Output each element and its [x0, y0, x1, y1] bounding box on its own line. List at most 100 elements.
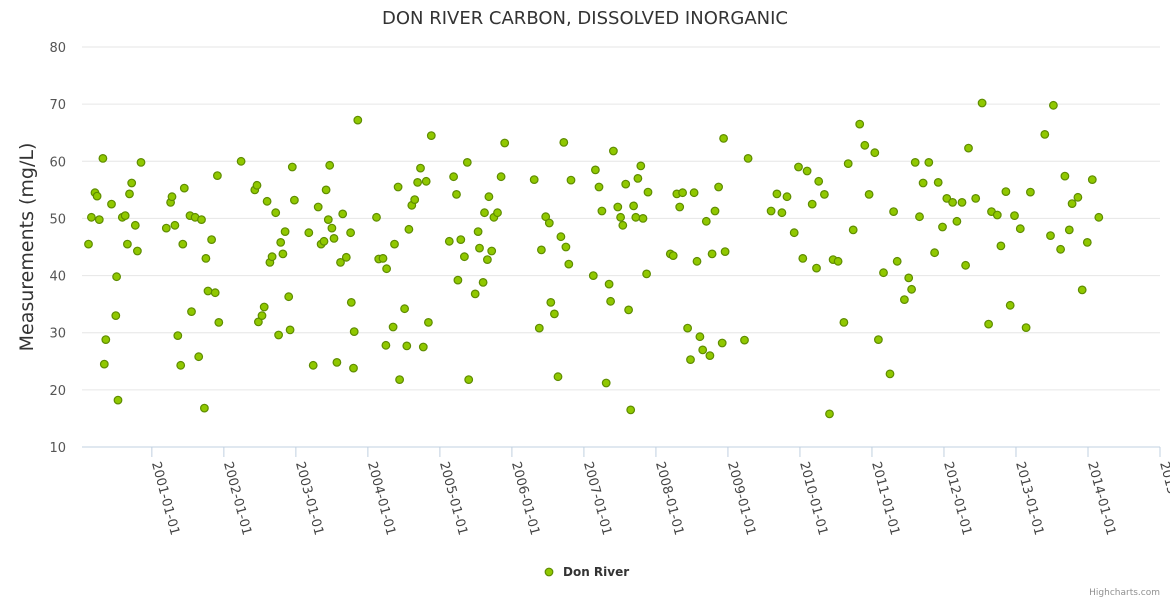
data-point[interactable]	[194, 352, 204, 362]
data-point[interactable]	[199, 403, 209, 413]
data-point[interactable]	[86, 212, 96, 222]
data-point[interactable]	[197, 215, 206, 225]
data-point[interactable]	[900, 295, 909, 305]
data-point[interactable]	[942, 193, 952, 203]
data-point[interactable]	[112, 272, 121, 282]
data-point[interactable]	[631, 212, 641, 222]
legend-marker-icon[interactable]	[544, 567, 554, 577]
data-point[interactable]	[94, 215, 104, 225]
data-point[interactable]	[167, 192, 177, 202]
data-point[interactable]	[683, 323, 692, 333]
data-point[interactable]	[178, 239, 188, 249]
data-point[interactable]	[278, 249, 288, 259]
data-point[interactable]	[132, 246, 142, 256]
data-point[interactable]	[125, 189, 134, 199]
data-point[interactable]	[789, 228, 799, 238]
data-point[interactable]	[1064, 225, 1074, 235]
data-point[interactable]	[98, 153, 108, 163]
data-point[interactable]	[1094, 212, 1104, 222]
data-point[interactable]	[613, 202, 623, 212]
data-point[interactable]	[170, 220, 180, 230]
data-point[interactable]	[214, 318, 224, 327]
legend-item-don-river[interactable]: Don River	[563, 565, 629, 579]
data-point[interactable]	[161, 223, 171, 233]
data-point[interactable]	[349, 363, 358, 373]
data-point[interactable]	[915, 212, 924, 222]
data-point[interactable]	[353, 115, 363, 125]
data-point[interactable]	[381, 340, 391, 350]
data-point[interactable]	[473, 227, 483, 237]
data-point[interactable]	[287, 162, 297, 172]
data-point[interactable]	[864, 189, 874, 199]
data-point[interactable]	[122, 239, 132, 249]
data-point[interactable]	[814, 176, 824, 186]
data-point[interactable]	[276, 237, 286, 247]
data-point[interactable]	[1048, 100, 1058, 110]
data-point[interactable]	[284, 292, 294, 302]
data-point[interactable]	[372, 212, 381, 222]
data-point[interactable]	[1087, 175, 1097, 185]
data-point[interactable]	[271, 208, 281, 218]
data-point[interactable]	[606, 296, 615, 306]
data-point[interactable]	[290, 195, 299, 205]
data-point[interactable]	[395, 375, 405, 385]
data-point[interactable]	[714, 182, 723, 192]
data-point[interactable]	[101, 335, 111, 345]
data-point[interactable]	[860, 140, 870, 150]
data-point[interactable]	[136, 157, 146, 167]
data-point[interactable]	[910, 157, 920, 167]
data-point[interactable]	[629, 201, 638, 211]
data-point[interactable]	[855, 119, 865, 129]
data-point[interactable]	[413, 177, 423, 187]
data-point[interactable]	[130, 220, 140, 230]
data-point[interactable]	[588, 271, 598, 281]
data-point[interactable]	[257, 311, 267, 321]
data-point[interactable]	[484, 192, 494, 202]
data-point[interactable]	[633, 173, 643, 183]
data-point[interactable]	[957, 197, 967, 207]
data-point[interactable]	[1073, 192, 1083, 202]
data-point[interactable]	[638, 213, 648, 223]
data-point[interactable]	[566, 175, 576, 185]
data-point[interactable]	[609, 146, 618, 156]
data-point[interactable]	[341, 252, 351, 262]
data-point[interactable]	[453, 275, 463, 285]
data-point[interactable]	[794, 162, 803, 172]
data-point[interactable]	[99, 359, 109, 369]
data-point[interactable]	[329, 233, 339, 243]
data-point[interactable]	[564, 259, 574, 269]
data-point[interactable]	[107, 199, 116, 209]
data-point[interactable]	[675, 202, 685, 212]
data-point[interactable]	[120, 211, 130, 221]
data-point[interactable]	[924, 157, 934, 167]
data-point[interactable]	[874, 335, 883, 345]
data-point[interactable]	[870, 148, 880, 158]
data-point[interactable]	[537, 245, 546, 255]
data-point[interactable]	[393, 182, 403, 192]
data-point[interactable]	[740, 335, 749, 345]
data-point[interactable]	[766, 206, 776, 216]
data-point[interactable]	[92, 191, 102, 201]
data-point[interactable]	[285, 325, 295, 335]
data-point[interactable]	[686, 355, 695, 365]
data-point[interactable]	[626, 405, 636, 415]
data-point[interactable]	[848, 225, 858, 235]
data-point[interactable]	[456, 235, 466, 245]
data-point[interactable]	[812, 263, 821, 273]
data-point[interactable]	[695, 332, 705, 342]
data-point[interactable]	[636, 161, 646, 171]
data-point[interactable]	[325, 160, 335, 170]
data-point[interactable]	[483, 255, 492, 265]
data-point[interactable]	[802, 166, 812, 176]
data-point[interactable]	[426, 131, 436, 141]
data-point[interactable]	[212, 171, 222, 181]
data-point[interactable]	[127, 178, 137, 188]
data-point[interactable]	[210, 288, 220, 298]
data-point[interactable]	[678, 188, 687, 198]
data-point[interactable]	[964, 143, 973, 153]
data-point[interactable]	[304, 228, 314, 238]
data-point[interactable]	[782, 192, 792, 202]
data-point[interactable]	[820, 189, 829, 199]
data-point[interactable]	[1021, 323, 1031, 333]
data-point[interactable]	[668, 251, 678, 261]
